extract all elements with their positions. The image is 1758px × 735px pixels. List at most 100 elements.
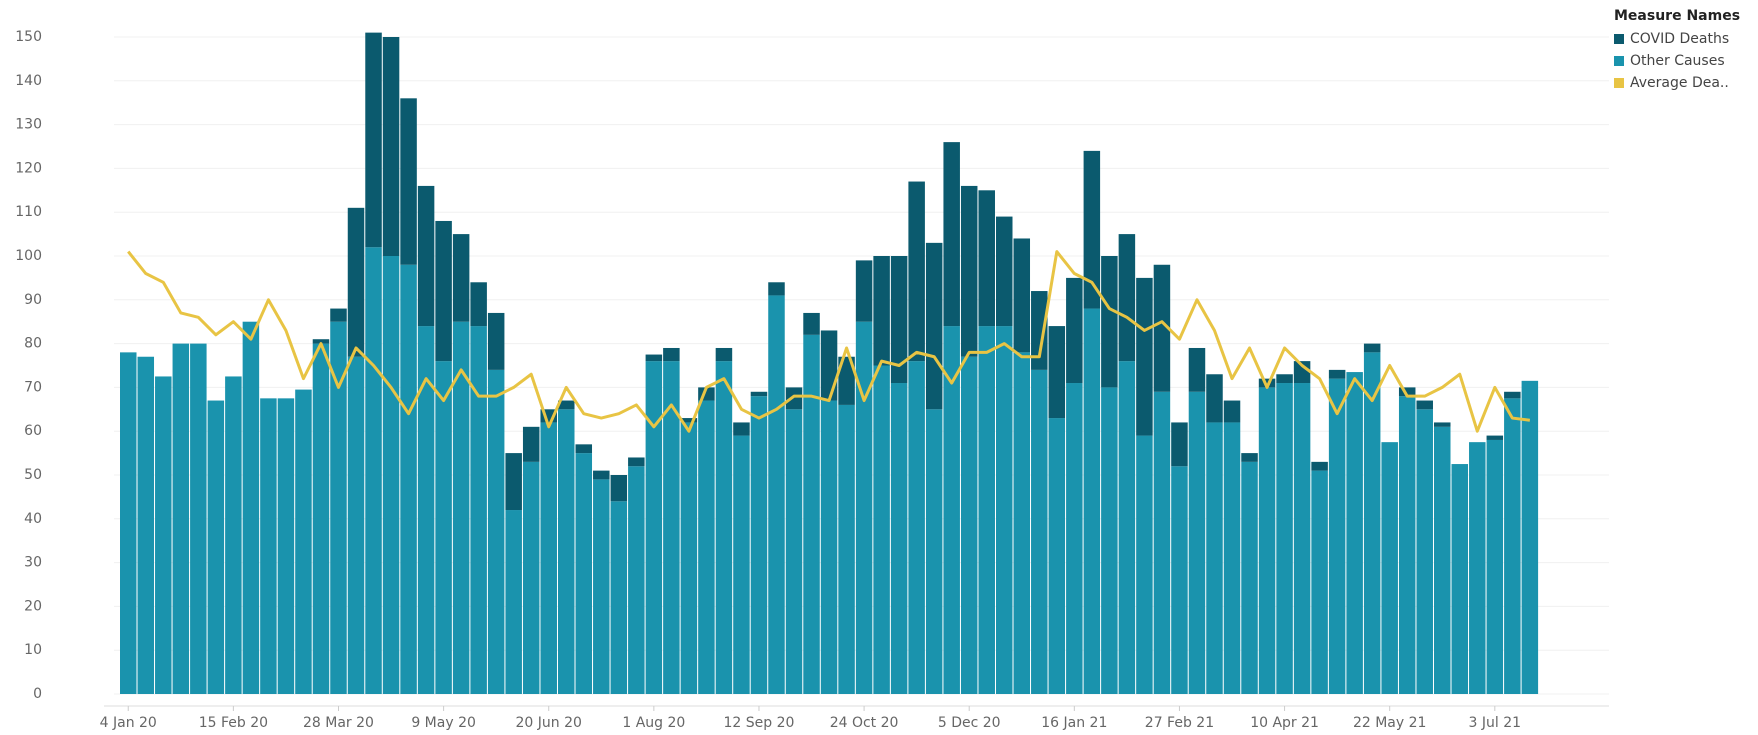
bar bbox=[190, 343, 207, 694]
bar bbox=[417, 326, 435, 694]
bar bbox=[1416, 409, 1433, 694]
bar bbox=[1188, 391, 1206, 694]
bar bbox=[1083, 308, 1101, 694]
y-tick-label: 20 bbox=[24, 598, 42, 614]
bar bbox=[750, 391, 768, 397]
bar bbox=[1328, 378, 1346, 694]
bar bbox=[803, 312, 820, 335]
bar bbox=[1241, 453, 1258, 462]
bar bbox=[593, 479, 610, 694]
bar bbox=[925, 242, 943, 410]
bar bbox=[1066, 277, 1083, 384]
bar bbox=[522, 461, 540, 694]
bar bbox=[908, 181, 925, 362]
bar bbox=[575, 453, 593, 694]
bar bbox=[1346, 372, 1363, 694]
bar bbox=[890, 256, 908, 384]
bar bbox=[1416, 400, 1433, 410]
bar bbox=[960, 356, 978, 694]
bar bbox=[452, 234, 470, 322]
bar bbox=[558, 409, 575, 694]
bar bbox=[680, 418, 698, 423]
bar bbox=[1451, 464, 1469, 694]
bar bbox=[365, 247, 382, 695]
x-tick-label: 12 Sep 20 bbox=[724, 715, 795, 731]
bar bbox=[1101, 256, 1118, 388]
bar bbox=[225, 376, 242, 694]
bar bbox=[1171, 422, 1188, 467]
legend-label: Average Dea.. bbox=[1630, 75, 1729, 91]
bar bbox=[1363, 343, 1381, 353]
bar bbox=[1434, 426, 1451, 694]
bar bbox=[890, 383, 908, 694]
bar bbox=[242, 321, 260, 694]
legend-swatch bbox=[1614, 34, 1624, 44]
line bbox=[127, 250, 1531, 433]
bar bbox=[137, 356, 155, 694]
bar bbox=[1504, 391, 1521, 399]
bar bbox=[400, 98, 417, 265]
bar bbox=[295, 389, 312, 694]
bar bbox=[1171, 466, 1188, 694]
y-tick-label: 0 bbox=[33, 686, 42, 702]
y-tick-label: 140 bbox=[15, 73, 42, 89]
bar bbox=[330, 321, 347, 694]
bar bbox=[996, 326, 1013, 694]
bar bbox=[540, 422, 557, 694]
bar bbox=[487, 312, 505, 370]
legend-swatch bbox=[1614, 78, 1624, 88]
bar bbox=[1188, 347, 1206, 392]
bar bbox=[155, 376, 172, 694]
bar bbox=[382, 37, 400, 256]
bar bbox=[698, 400, 715, 694]
bar bbox=[1031, 291, 1048, 370]
legend-label: COVID Deaths bbox=[1630, 31, 1729, 47]
x-tick-label: 15 Feb 20 bbox=[199, 715, 268, 731]
bar bbox=[1276, 383, 1293, 694]
bar bbox=[785, 409, 803, 694]
bar bbox=[575, 444, 593, 454]
bar bbox=[768, 295, 785, 694]
y-tick-label: 50 bbox=[24, 467, 42, 483]
bar bbox=[452, 321, 470, 694]
bar bbox=[628, 457, 645, 467]
bar bbox=[1469, 442, 1486, 694]
bar bbox=[715, 347, 733, 362]
bar bbox=[610, 475, 628, 502]
bar bbox=[1398, 396, 1416, 694]
legend-swatch bbox=[1614, 56, 1624, 66]
bar bbox=[785, 387, 803, 410]
y-tick-label: 70 bbox=[24, 379, 42, 395]
bar bbox=[1258, 387, 1276, 694]
bar bbox=[1223, 400, 1241, 423]
bar bbox=[768, 282, 785, 296]
bar bbox=[470, 326, 487, 694]
bar bbox=[733, 422, 750, 436]
x-tick-label: 1 Aug 20 bbox=[622, 715, 685, 731]
bar bbox=[312, 343, 330, 694]
bar bbox=[873, 365, 890, 694]
bar bbox=[593, 470, 610, 480]
bar bbox=[960, 185, 978, 357]
bar bbox=[645, 361, 663, 694]
bar bbox=[1136, 435, 1153, 694]
bar bbox=[505, 510, 522, 694]
bar bbox=[207, 400, 225, 694]
bar bbox=[733, 435, 750, 694]
bar bbox=[628, 466, 645, 694]
bar bbox=[260, 398, 277, 694]
bar bbox=[610, 501, 628, 694]
y-tick-label: 120 bbox=[15, 160, 42, 176]
y-tick-label: 10 bbox=[24, 642, 42, 658]
bar bbox=[120, 352, 137, 694]
bar bbox=[558, 400, 575, 410]
bar bbox=[1136, 277, 1153, 436]
bar bbox=[820, 330, 838, 401]
bar bbox=[1241, 461, 1258, 694]
bar bbox=[1223, 422, 1241, 694]
y-tick-label: 80 bbox=[24, 336, 42, 352]
bar bbox=[645, 354, 663, 362]
bar bbox=[750, 396, 768, 694]
bar bbox=[1293, 361, 1311, 384]
